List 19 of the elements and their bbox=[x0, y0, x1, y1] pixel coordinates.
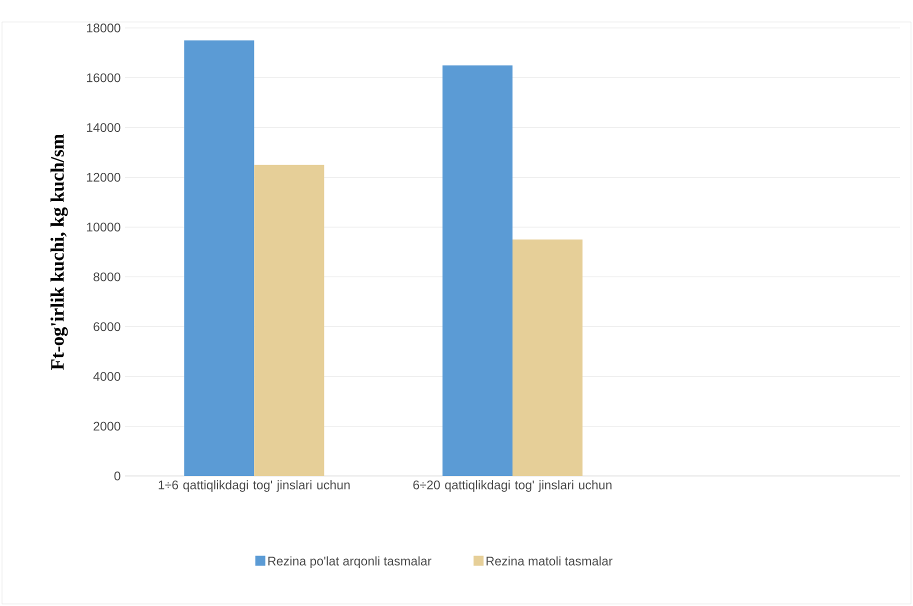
bar bbox=[512, 240, 583, 476]
y-tick-label: 16000 bbox=[87, 73, 120, 82]
x-tick-label: 1÷6 qattiqlikdagi tog' jinslari uchun bbox=[158, 480, 350, 492]
bar bbox=[254, 164, 324, 476]
legend-label: Rezina po'lat arqonli tasmalar bbox=[268, 556, 432, 568]
bar bbox=[442, 65, 513, 476]
y-tick-label: 6000 bbox=[94, 322, 120, 332]
y-tick-label: 4000 bbox=[93, 372, 120, 381]
legend-label: Rezina matoli tasmalar bbox=[486, 556, 612, 566]
y-tick-label: 8000 bbox=[94, 272, 120, 282]
y-tick-label: 10000 bbox=[87, 222, 120, 232]
y-axis-title: Ft-og'irlik kuchi, kg kuch/sm bbox=[50, 134, 68, 370]
y-tick-label: 0 bbox=[114, 472, 120, 480]
y-tick-label: 14000 bbox=[87, 123, 120, 132]
x-tick-label: 6÷20 qattiqlikdagi tog' jinslari uchun bbox=[413, 480, 612, 492]
y-tick-label: 2000 bbox=[94, 422, 120, 431]
bar bbox=[184, 40, 254, 476]
y-tick-label: 18000 bbox=[87, 24, 120, 32]
y-tick-label: 12000 bbox=[87, 172, 120, 182]
